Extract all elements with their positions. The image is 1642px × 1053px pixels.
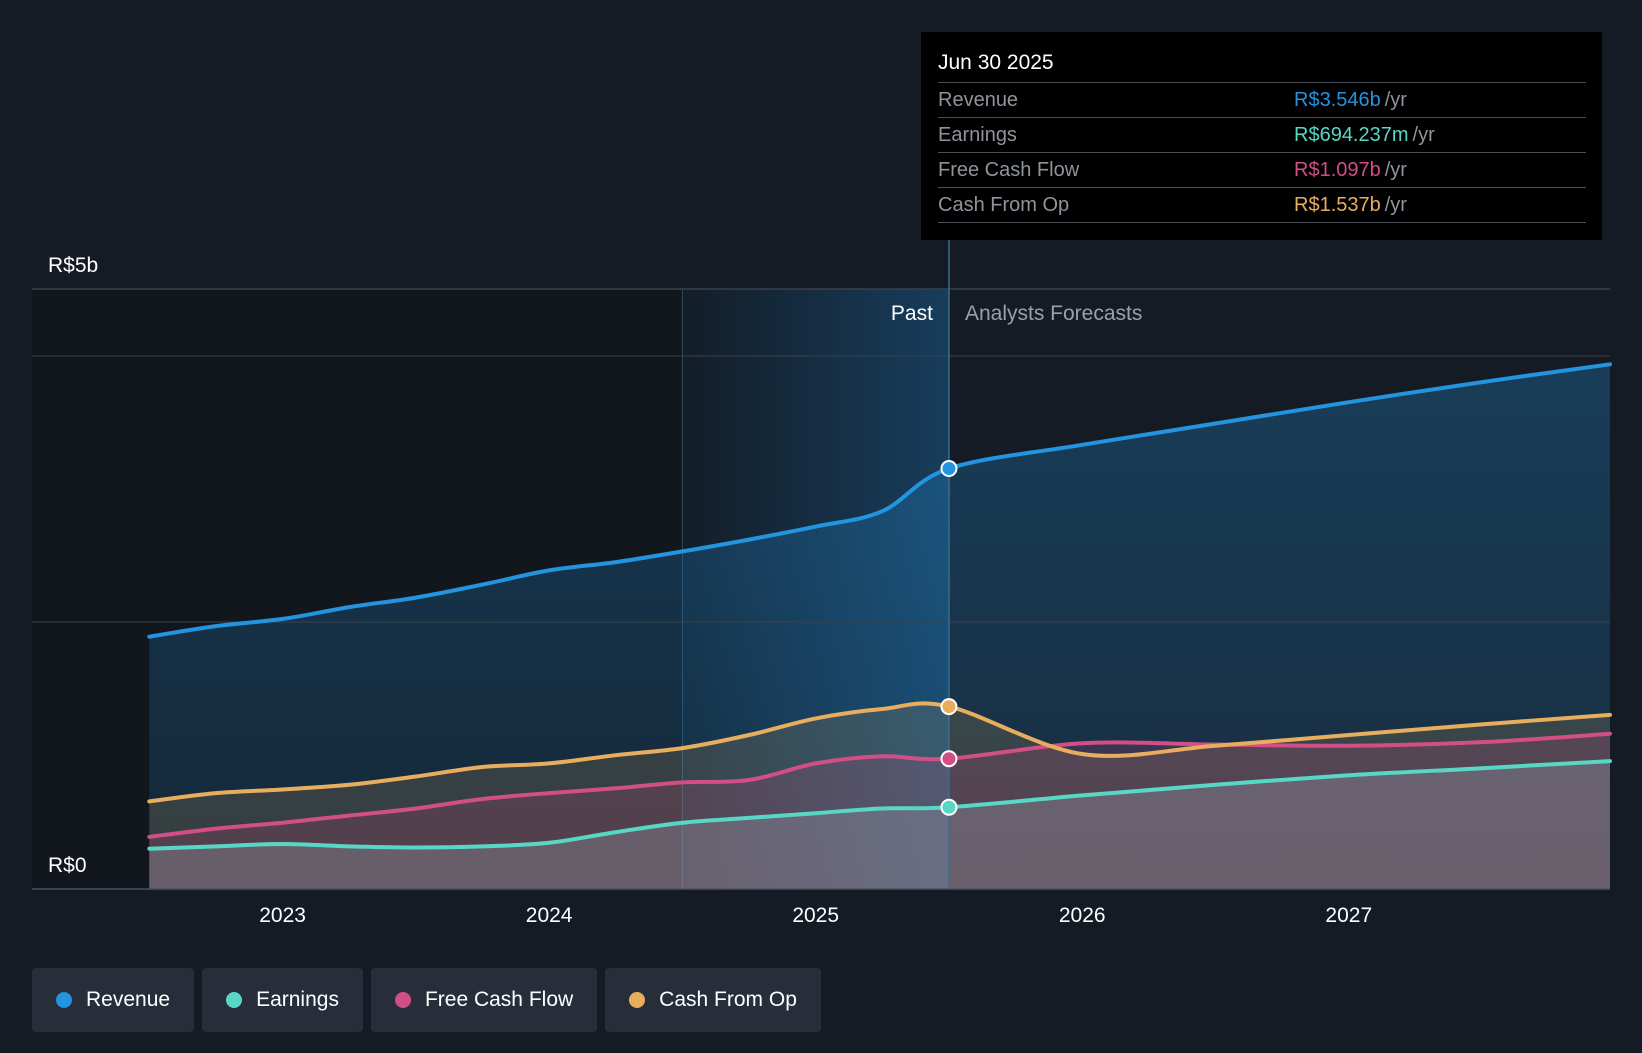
marker-revenue — [940, 460, 958, 478]
tooltip-unit: /yr — [1384, 194, 1407, 216]
tooltip-unit: /yr — [1412, 124, 1435, 146]
tooltip-row-fcf: Free Cash Flow R$1.097b/yr — [938, 153, 1586, 188]
legend: Revenue Earnings Free Cash Flow Cash Fro… — [32, 968, 821, 1032]
line-revenue — [147, 362, 1612, 639]
area-fcf — [149, 733, 1610, 889]
line-earnings — [147, 759, 1612, 851]
legend-dot-icon — [226, 992, 243, 1008]
tooltip-value: R$3.546b — [1294, 89, 1381, 111]
marker-earnings — [940, 798, 958, 816]
legend-dot-icon — [394, 992, 411, 1008]
y-axis-min-label: R$0 — [48, 854, 87, 877]
tooltip-row-cfo: Cash From Op R$1.537b/yr — [938, 188, 1586, 223]
x-tick-label: 2026 — [1059, 904, 1106, 927]
tooltip-label: Revenue — [938, 89, 1019, 111]
tooltip-label: Cash From Op — [938, 194, 1070, 216]
past-label: Past — [891, 302, 933, 325]
forecast-label: Analysts Forecasts — [965, 302, 1142, 325]
area-cfo — [149, 703, 1610, 889]
tooltip-row-revenue: Revenue R$3.546b/yr — [938, 83, 1586, 118]
marker-fcf — [940, 750, 958, 768]
area-earnings — [149, 761, 1610, 889]
tooltip-panel: Jun 30 2025 Revenue R$3.546b/yr Earnings… — [921, 32, 1602, 240]
legend-item-earnings[interactable]: Earnings — [202, 968, 363, 1032]
x-tick-label: 2024 — [526, 904, 573, 927]
tooltip-value: R$1.097b — [1294, 159, 1381, 181]
x-tick-label: 2025 — [792, 904, 839, 927]
tooltip-label: Free Cash Flow — [938, 159, 1080, 181]
area-revenue — [149, 364, 1610, 889]
legend-label: Cash From Op — [659, 988, 797, 1011]
legend-label: Earnings — [256, 988, 339, 1011]
line-fcf — [147, 731, 1612, 839]
tooltip-unit: /yr — [1384, 89, 1407, 111]
legend-dot-icon — [629, 992, 646, 1008]
legend-item-cash-from-op[interactable]: Cash From Op — [605, 968, 821, 1032]
tooltip-label: Earnings — [938, 124, 1017, 146]
tooltip-date: Jun 30 2025 — [938, 46, 1586, 83]
x-tick-label: 2023 — [259, 904, 306, 927]
tooltip-row-earnings: Earnings R$694.237m/yr — [938, 118, 1586, 153]
x-tick-label: 2027 — [1325, 904, 1372, 927]
legend-label: Free Cash Flow — [424, 988, 574, 1011]
marker-cfo — [940, 698, 958, 716]
tooltip-value: R$1.537b — [1294, 194, 1381, 216]
tooltip-value: R$694.237m — [1294, 124, 1409, 146]
tooltip-unit: /yr — [1384, 159, 1407, 181]
legend-dot-icon — [56, 992, 72, 1008]
legend-item-revenue[interactable]: Revenue — [32, 968, 195, 1032]
legend-label: Revenue — [86, 988, 171, 1011]
y-axis-max-label: R$5b — [48, 254, 98, 277]
legend-item-free-cash-flow[interactable]: Free Cash Flow — [370, 968, 598, 1032]
line-cfo — [147, 701, 1612, 804]
